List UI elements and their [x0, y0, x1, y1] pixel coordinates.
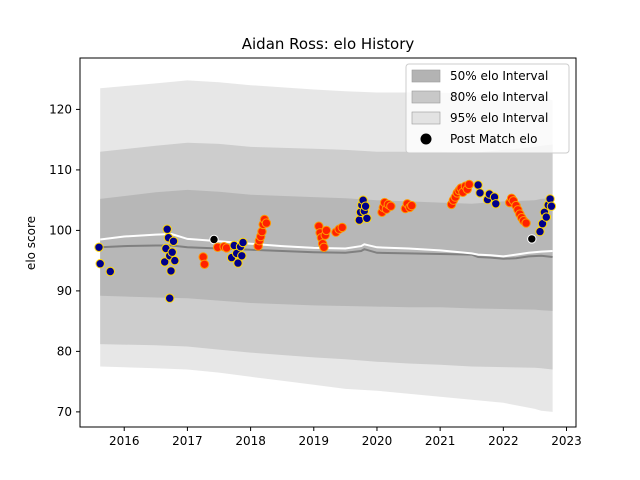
- x-tick-label: 2016: [109, 434, 140, 448]
- data-point: [168, 236, 179, 247]
- data-point: [166, 266, 176, 276]
- x-tick-label: 2022: [488, 434, 519, 448]
- data-point: [386, 201, 396, 211]
- data-point: [170, 255, 180, 266]
- data-point: [475, 188, 485, 198]
- data-point: [321, 225, 332, 236]
- x-axis: 2016 2017 2018 2019 2020 2021 2022 2023: [109, 427, 582, 448]
- x-tick-label: 2018: [235, 434, 266, 448]
- data-point: [407, 200, 417, 211]
- legend-swatch: [411, 111, 441, 125]
- x-tick-label: 2017: [172, 434, 203, 448]
- y-tick-label: 110: [49, 163, 72, 177]
- legend-swatch: [411, 90, 441, 104]
- data-point: [160, 257, 170, 267]
- data-point: [473, 180, 483, 190]
- data-point: [199, 259, 210, 269]
- data-point: [95, 259, 105, 269]
- y-tick-label: 70: [57, 405, 72, 419]
- legend: 50% elo Interval 80% elo Interval 95% elo …: [405, 63, 570, 154]
- legend-marker: [420, 133, 432, 145]
- data-point: [319, 242, 329, 253]
- data-point: [238, 237, 248, 248]
- data-point: [521, 218, 531, 228]
- chart-title: Aidan Ross: elo History: [242, 35, 415, 53]
- legend-label: 95% elo Interval: [450, 111, 548, 125]
- data-point: [362, 213, 372, 224]
- expected-elo-line: [100, 232, 553, 258]
- data-point: [237, 251, 247, 261]
- legend-frame: [405, 63, 570, 154]
- data-point: [167, 247, 177, 257]
- data-point: [233, 258, 243, 268]
- legend-label: 50% elo Interval: [450, 69, 548, 83]
- data-point: [360, 201, 371, 211]
- data-point: [94, 242, 104, 253]
- data-point: [162, 224, 172, 234]
- data-point: [105, 266, 116, 277]
- data-point: [464, 179, 474, 190]
- y-tick-label: 90: [57, 284, 72, 298]
- plot-area: [94, 80, 557, 412]
- data-point: [165, 293, 175, 303]
- legend-label: 80% elo Interval: [450, 90, 548, 104]
- data-point: [535, 226, 545, 237]
- elo-lines: [100, 232, 553, 260]
- y-tick-label: 100: [49, 223, 72, 237]
- data-point: [209, 234, 219, 245]
- data-point: [337, 222, 347, 233]
- legend-label: Post Match elo: [450, 132, 537, 146]
- axes-frame: [79, 57, 577, 428]
- post-match-points: [94, 179, 557, 303]
- y-axis: 70 80 90 100 110 120: [49, 102, 80, 419]
- data-point: [527, 234, 537, 244]
- data-point: [546, 201, 557, 211]
- y-axis-label: elo score: [24, 216, 38, 270]
- x-tick-label: 2023: [551, 434, 582, 448]
- data-point: [261, 218, 272, 228]
- data-point: [354, 215, 364, 225]
- x-tick-label: 2019: [299, 434, 330, 448]
- x-tick-label: 2020: [362, 434, 393, 448]
- mean-elo-line: [100, 244, 553, 260]
- x-tick-label: 2021: [425, 434, 456, 448]
- y-tick-label: 120: [49, 102, 72, 116]
- data-point: [541, 212, 551, 222]
- legend-swatch: [411, 69, 441, 83]
- data-point: [491, 199, 501, 209]
- y-tick-label: 80: [57, 344, 72, 358]
